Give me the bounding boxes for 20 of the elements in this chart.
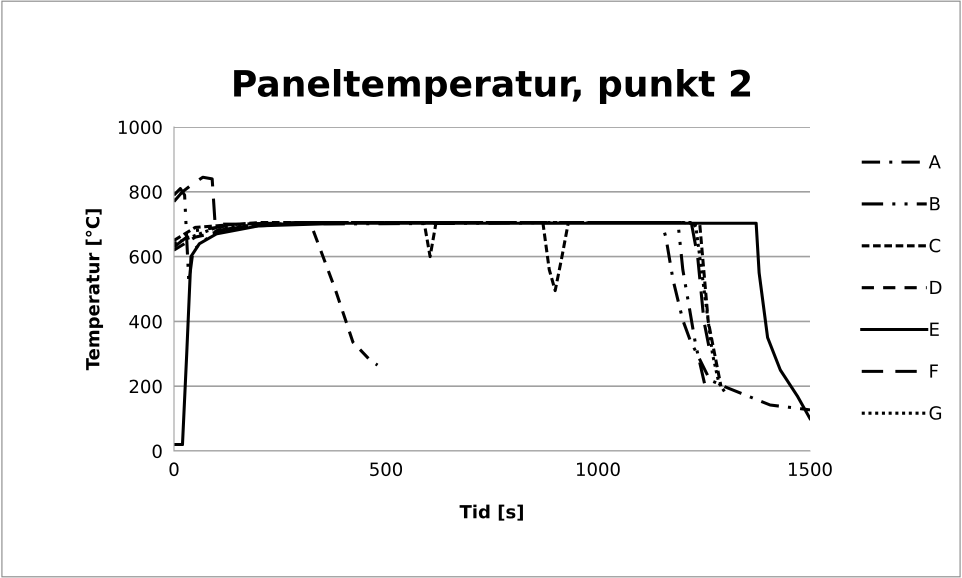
x-tick-label: 1000: [577, 462, 620, 476]
y-axis-title: Temperatur [°C]: [86, 209, 104, 370]
legend-label: A: [928, 155, 941, 168]
x-tick-label: 1500: [789, 462, 832, 476]
legend-label: F: [930, 364, 938, 378]
legend-label: D: [930, 280, 942, 294]
legend-label: G: [930, 406, 942, 420]
y-tick-label: 200: [130, 380, 162, 394]
y-tick-label: 600: [130, 250, 162, 264]
x-tick-label: 0: [169, 462, 179, 476]
y-tick-label: 400: [129, 314, 162, 329]
chart-title: Paneltemperatur, punkt 2: [234, 69, 750, 104]
y-tick-label: 800: [130, 185, 162, 199]
legend-label: B: [930, 197, 940, 210]
legend-label: C: [930, 238, 940, 252]
x-axis-title: Tid [s]: [460, 504, 523, 521]
y-tick-label: 1000: [118, 120, 162, 134]
legend-label: E: [930, 322, 939, 336]
x-tick-label: 500: [370, 462, 402, 476]
y-tick-label: 0: [152, 444, 162, 458]
